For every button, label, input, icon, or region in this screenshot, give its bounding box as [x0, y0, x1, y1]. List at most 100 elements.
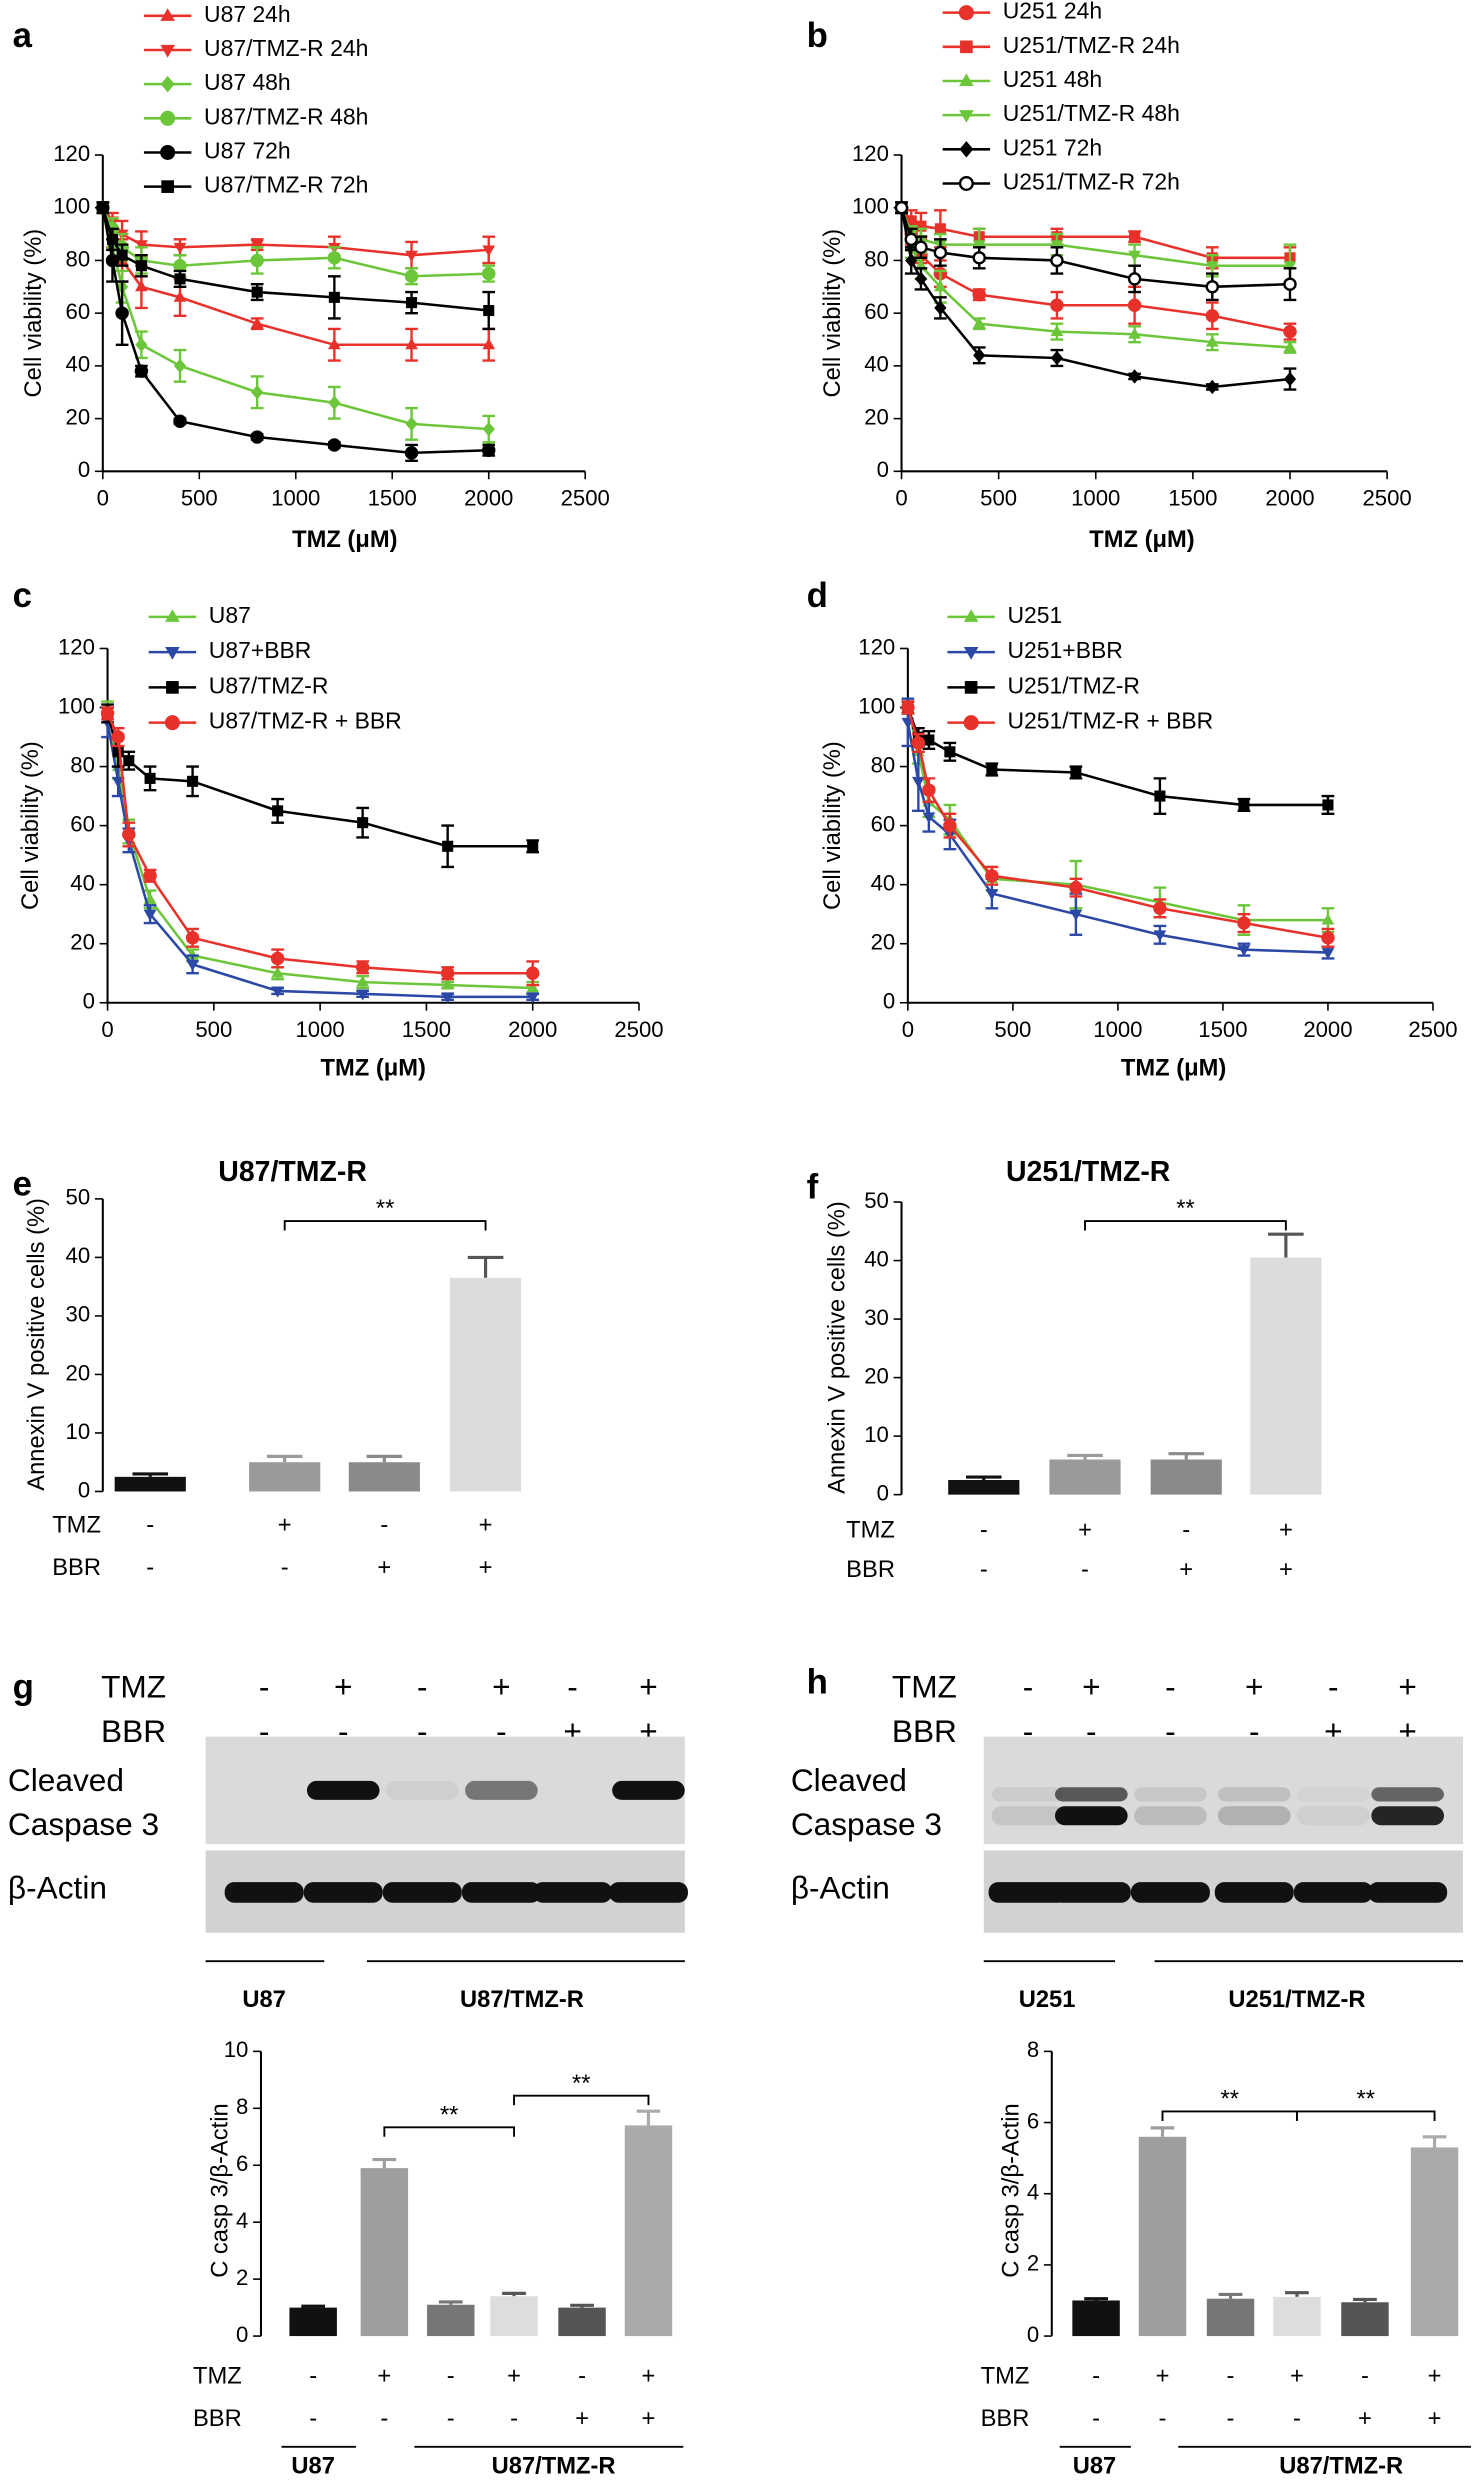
blot-label: Caspase 3 [8, 1806, 159, 1842]
row-mark: - [1249, 1713, 1260, 1749]
marker [1321, 931, 1335, 945]
bar [1206, 2298, 1255, 2337]
x-axis-label: TMZ (μM) [321, 1055, 426, 1081]
marker [327, 338, 341, 350]
marker [173, 290, 187, 302]
y-axis-label: Cell viability (%) [18, 741, 44, 910]
marker [972, 317, 986, 329]
row-mark: - [417, 1713, 428, 1749]
bar [449, 1277, 522, 1492]
legend-label: U251 72h [1003, 134, 1102, 160]
row-mark: + [575, 2406, 589, 2432]
row-mark: + [377, 2363, 391, 2389]
legend-marker [959, 73, 974, 87]
bar [1138, 2136, 1187, 2337]
marker [405, 338, 418, 350]
row-mark: - [1361, 2363, 1369, 2389]
y-tick-label: 120 [858, 634, 895, 659]
group-label: U87/TMZ-R [1279, 2454, 1403, 2480]
y-tick-label: 80 [70, 752, 95, 777]
marker [250, 253, 264, 268]
significance-label: ** [1220, 2087, 1238, 2113]
marker [186, 959, 199, 972]
marker [1283, 371, 1297, 387]
marker [404, 446, 419, 460]
y-tick-label: 10 [224, 2037, 249, 2062]
row-label: TMZ [981, 2363, 1030, 2389]
significance-label: ** [572, 2071, 590, 2097]
marker [250, 317, 264, 329]
row-mark: - [980, 1557, 988, 1583]
y-tick-label: 20 [864, 1363, 889, 1388]
row-mark: - [380, 1513, 388, 1539]
legend-label: U87 24h [204, 1, 291, 27]
row-mark: + [1279, 1557, 1293, 1583]
marker [187, 775, 199, 787]
marker [111, 776, 125, 788]
blot-band [1297, 1806, 1370, 1826]
legend-label: U251/TMZ-R 48h [1003, 100, 1180, 126]
marker [271, 986, 284, 998]
marker [115, 306, 129, 320]
legend-label: U251/TMZ-R 24h [1003, 32, 1180, 58]
marker [1205, 335, 1219, 347]
row-mark: - [1086, 1713, 1097, 1749]
legend-label: U87/TMZ-R [209, 672, 329, 698]
blot-label: Cleaved [791, 1762, 907, 1798]
marker [1153, 901, 1167, 916]
marker [1205, 280, 1220, 294]
y-tick-label: 120 [852, 141, 889, 166]
error-bar [1218, 2292, 1243, 2299]
blot-label: Cleaved [8, 1762, 124, 1798]
marker [1283, 324, 1297, 339]
blot-band [1051, 1882, 1131, 1903]
error-bar [1067, 1453, 1103, 1460]
marker [972, 240, 986, 252]
row-mark: + [1179, 1557, 1193, 1583]
marker [482, 266, 496, 281]
marker [1322, 799, 1334, 811]
marker [405, 250, 418, 262]
marker [328, 395, 341, 410]
marker [1283, 261, 1297, 273]
y-tick-label: 10 [864, 1422, 889, 1447]
marker [973, 348, 986, 363]
error-bar [1285, 2291, 1309, 2297]
y-tick-label: 40 [864, 352, 889, 377]
marker [915, 220, 927, 232]
row-mark: - [1159, 2406, 1167, 2432]
error-bar [502, 2291, 526, 2297]
error-bar [266, 1454, 303, 1463]
legend-marker [963, 609, 979, 622]
y-tick-label: 4 [1027, 2180, 1039, 2205]
y-tick-label: 8 [1027, 2037, 1039, 2062]
marker [922, 783, 936, 797]
significance-label: ** [440, 2102, 458, 2128]
marker [911, 736, 926, 750]
blot-label: Caspase 3 [791, 1806, 942, 1842]
bar [249, 1462, 321, 1492]
blot-band [1055, 1806, 1128, 1826]
marker [271, 966, 284, 978]
x-tick-label: 0 [895, 486, 907, 511]
row-mark: + [1428, 2363, 1442, 2389]
blot-band [1130, 1882, 1210, 1903]
blot-band [461, 1882, 541, 1903]
bar [948, 1480, 1020, 1495]
blot-band [612, 1780, 685, 1800]
y-tick-label: 40 [70, 871, 95, 896]
row-mark: - [496, 1713, 507, 1749]
marker [144, 772, 156, 784]
y-tick-label: 80 [871, 752, 896, 777]
y-tick-label: 40 [66, 352, 91, 377]
marker [526, 981, 540, 993]
y-tick-label: 10 [66, 1419, 91, 1444]
row-mark: - [980, 1517, 988, 1543]
legend-marker [958, 175, 974, 191]
row-mark: - [1092, 2363, 1100, 2389]
blot-band [382, 1882, 462, 1903]
x-tick-label: 500 [980, 486, 1017, 511]
row-mark: - [309, 2406, 317, 2432]
marker [482, 421, 495, 437]
marker [106, 233, 118, 245]
